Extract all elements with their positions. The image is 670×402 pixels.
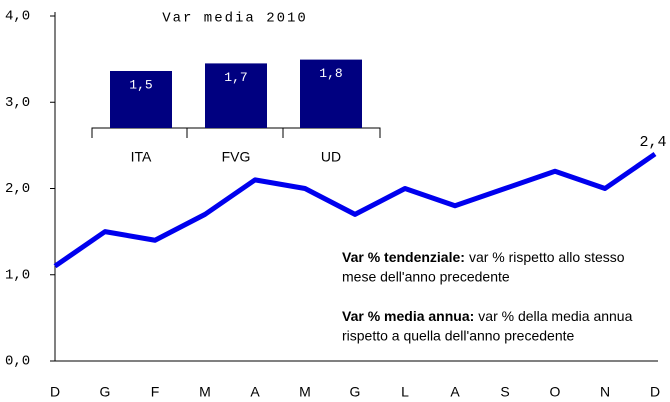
x-tick-label: M (299, 384, 311, 400)
x-tick-label: S (500, 384, 509, 400)
inset-title: Var media 2010 (162, 11, 308, 27)
x-tick-label: N (600, 384, 610, 400)
y-tick-label: 4,0 (5, 9, 30, 25)
x-tick-label: G (350, 384, 361, 400)
inset-bracket (91, 127, 381, 138)
annotation-text: var % della media annua (478, 308, 632, 324)
y-tick-label: 1,0 (5, 267, 30, 283)
bar (205, 63, 267, 128)
bar (110, 71, 172, 128)
x-tick-label: D (650, 384, 660, 400)
annotation: Var % tendenziale: var % rispetto allo st… (342, 249, 625, 265)
y-tick-label: 2,0 (5, 181, 30, 197)
bar-category: ITA (131, 149, 152, 165)
x-tick-label: O (550, 384, 561, 400)
x-tick-label: L (401, 384, 409, 400)
x-tick-label: M (199, 384, 211, 400)
y-tick-label: 3,0 (5, 95, 30, 111)
x-tick-label: D (50, 384, 60, 400)
data-line (53, 151, 657, 269)
annotation-term: Var % tendenziale: (342, 249, 465, 265)
x-tick-label: A (450, 384, 460, 400)
annotation-text: mese dell'anno precedente (342, 269, 510, 285)
bar-category: UD (321, 149, 341, 165)
y-tick-label: 0,0 (5, 354, 30, 370)
data-label: 2,4 (639, 134, 666, 151)
bar-label: 1,5 (129, 77, 152, 92)
x-tick-label: A (250, 384, 260, 400)
bar-label: 1,8 (319, 66, 342, 81)
bar-category: FVG (222, 149, 251, 165)
x-tick-label: F (151, 384, 160, 400)
annotation-term: Var % media annua: (342, 308, 474, 324)
annotation: Var % media annua: var % della media annu… (342, 308, 633, 324)
x-tick-label: G (100, 384, 111, 400)
annotation-text: rispetto a quella dell'anno precedente (342, 328, 574, 344)
bar-label: 1,7 (224, 70, 247, 85)
annotation-text: var % rispetto allo stesso (469, 249, 625, 265)
bar (300, 59, 362, 128)
